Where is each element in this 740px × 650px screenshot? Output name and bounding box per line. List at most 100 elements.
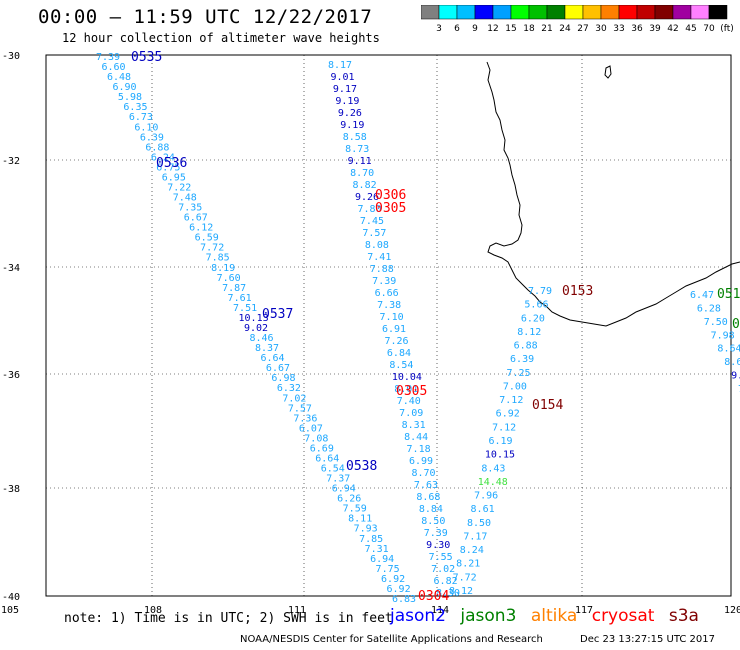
wave-height-label: 7.93 (354, 524, 378, 535)
credit-line: NOAA/NESDIS Center for Satellite Applica… (240, 634, 543, 645)
wave-height-label: 7.48 (173, 193, 197, 204)
wave-height-label: 7.98 (711, 330, 735, 341)
pass-time-label: 0304 (418, 589, 449, 604)
wave-height-label: 6.64 (260, 353, 284, 364)
wave-height-label: 6.95 (162, 172, 186, 183)
chart-subtitle: 12 hour collection of altimeter wave hei… (62, 31, 380, 45)
colorbar-label: 33 (613, 24, 624, 33)
wave-height-label: 8.50 (421, 516, 445, 527)
coastline (486, 61, 740, 327)
wave-height-label: 6.82 (434, 576, 458, 587)
wave-height-label: 7.17 (463, 531, 487, 542)
wave-height-label: 7.39 (96, 52, 120, 63)
wave-height-label: 7.72 (453, 572, 477, 583)
wave-height-label: 6.39 (140, 132, 164, 143)
wave-height-label: 9.19 (340, 120, 364, 131)
pass-time-label: 051 (717, 287, 740, 302)
pass-time-label: 0536 (156, 156, 187, 171)
map-frame (45, 54, 732, 597)
pass-time-label: 0306 (375, 188, 406, 203)
wave-height-label: 8.65 (724, 357, 740, 368)
wave-height-label: 6.92 (387, 584, 411, 595)
colorbar-swatch (708, 5, 728, 20)
wave-height-label: 6.20 (521, 313, 545, 324)
wave-height-label: 6.60 (101, 62, 125, 73)
wave-height-label: 6.90 (112, 82, 136, 93)
wave-height-label: 8.01 (394, 384, 418, 395)
wave-height-label: 6.69 (310, 443, 334, 454)
coastline-west-australia (486, 61, 740, 327)
lat-tick-label: -34 (2, 263, 20, 274)
wave-height-label: 7.85 (206, 253, 230, 264)
colorbar-label: 27 (577, 24, 588, 33)
wave-height-label: 8.31 (402, 420, 426, 431)
wave-height-label: 7.45 (360, 216, 384, 227)
wave-height-label: 8.21 (456, 559, 480, 570)
wave-height-label: 8.82 (353, 180, 377, 191)
wave-height-label: 6.66 (375, 288, 399, 299)
wave-height-label: 7.41 (367, 252, 391, 263)
colorbar-label: 21 (541, 24, 552, 33)
wave-height-label: 6.07 (299, 423, 323, 434)
lat-tick-label: -30 (2, 51, 20, 62)
wave-height-label: 6.47 (690, 290, 714, 301)
wave-height-label: 6.73 (129, 112, 153, 123)
wave-height-label: 6.84 (387, 348, 411, 359)
pass-time-label: 0154 (532, 398, 563, 413)
wave-height-label: 6.94 (332, 484, 356, 495)
wave-height-label: 8.61 (471, 504, 495, 515)
altimeter-tracks: 7.396.606.486.905.986.356.736.106.396.88… (96, 52, 740, 605)
wave-height-label: 8.17 (328, 60, 352, 71)
wave-height-label: 6.67 (184, 213, 208, 224)
wave-height-label: 6.26 (337, 494, 361, 505)
wave-height-label: 7.12 (499, 395, 523, 406)
wave-height-label: 7.39 (372, 276, 396, 287)
lon-tick-label: 111 (288, 605, 306, 616)
wave-height-label: 8.12 (517, 327, 541, 338)
satellite-legend: jason2 jason3 altika cryosat s3a (390, 606, 708, 626)
satellite-legend-altika: altika (530, 606, 578, 626)
pass-time-label: 0305 (375, 201, 406, 216)
wave-height-label: 8.12 (449, 586, 473, 597)
satellite-legend-cryosat: cryosat (591, 606, 655, 626)
wave-height-label: 6.88 (145, 142, 169, 153)
wave-height-label: 7.02 (431, 564, 455, 575)
color-legend: 3 6 9 12 15 18 21 24 27 30 33 36 39 42 45 70 (ft) (421, 5, 733, 33)
coastline-island (604, 65, 612, 79)
colorbar-label: 45 (685, 24, 696, 33)
wave-height-label: 6.83 (392, 594, 416, 605)
colorbar-label: 30 (595, 24, 607, 33)
satellite-legend-s3a: s3a (668, 606, 699, 626)
wave-height-label: 6.12 (189, 223, 213, 234)
wave-height-label: 10.13 (239, 313, 269, 324)
wave-height-label: 7.96 (474, 491, 498, 502)
wave-height-label: 7.57 (288, 403, 312, 414)
wave-height-label: 7.35 (178, 203, 202, 214)
colorbar-label: 15 (505, 24, 516, 33)
wave-height-label: 7.40 (397, 396, 421, 407)
wave-height-label: 6.98 (271, 373, 295, 384)
wave-height-label: 8.11 (348, 514, 372, 525)
wave-height-label: 8.30 (436, 588, 460, 599)
wave-height-label: 7.60 (217, 273, 241, 284)
wave-height-label: 5.98 (118, 92, 142, 103)
wave-height-label: 6.92 (381, 574, 405, 585)
wave-height-label: 7.85 (359, 534, 383, 545)
wave-height-label: 14.48 (478, 477, 508, 488)
pass-time-label: 0 (732, 317, 740, 332)
wave-height-label: 7.61 (228, 293, 252, 304)
wave-height-label: 7.87 (222, 283, 246, 294)
colorbar-label: 39 (649, 24, 661, 33)
wave-height-label: 7.51 (233, 303, 257, 314)
wave-height-label: 5.66 (524, 300, 548, 311)
wave-height-label: 7.72 (200, 243, 224, 254)
wave-height-label: 6.39 (510, 354, 534, 365)
pass-time-label: 0305 (396, 384, 427, 399)
wave-height-label: 9.02 (244, 323, 268, 334)
wave-height-label: 7.55 (429, 552, 453, 563)
wave-height-label: 6.94 (370, 554, 394, 565)
wave-height-label: 8.37 (255, 343, 279, 354)
axis-tick-labels: 105 108 111 114 117 120 -30 -32 -34 -36 -38 -40 (1, 51, 740, 616)
colorbar-label: 24 (559, 24, 571, 33)
